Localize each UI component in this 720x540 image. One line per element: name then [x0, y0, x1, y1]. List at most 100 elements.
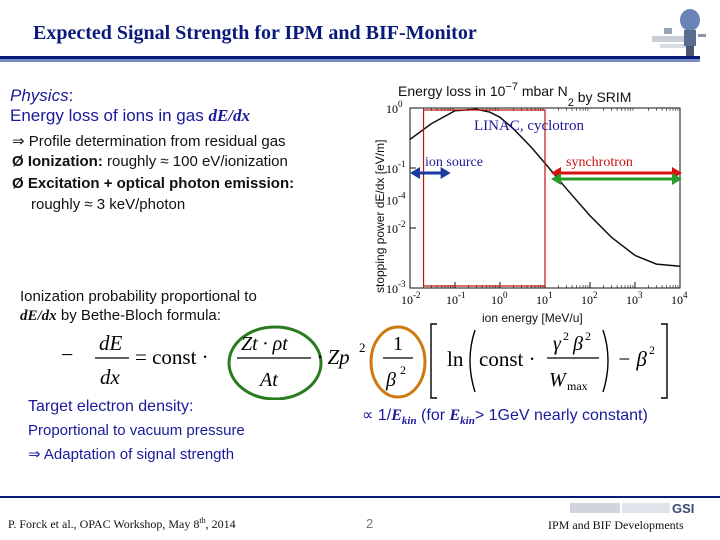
linac-label: LINAC, cyclotron — [474, 118, 584, 134]
formula-gamma: γ — [553, 333, 562, 355]
ionization-formula: dE/dx — [20, 308, 57, 324]
bullet-bold-text: Ionization: — [27, 153, 103, 170]
x-tick-label: 10-1 — [446, 290, 466, 307]
formula-const: const · — [479, 347, 536, 371]
formula-dE: dE — [99, 331, 123, 355]
formula-dx: dx — [100, 365, 121, 389]
formula-ln: ln — [447, 347, 464, 371]
y-tick-label: 10-3 — [386, 279, 406, 296]
bullet-bold-text: Excitation + optical photon emission: — [27, 175, 295, 192]
formula-w: W — [549, 369, 568, 391]
x-tick-base: 10 — [626, 293, 638, 307]
bullet-symbol: ⇒ — [12, 133, 25, 150]
proportional-suffix: > 1GeV nearly constant) — [474, 407, 648, 424]
proportional-mid: (for — [416, 407, 450, 424]
footer-divider — [0, 496, 720, 498]
x-tick-label: 102 — [581, 290, 598, 307]
synchrotron-arrow-green-head-left — [551, 173, 561, 185]
linac-region-box — [422, 109, 546, 287]
formula-zt-rho: Zt · ρt — [241, 333, 288, 355]
gsi-logo-text: GSI — [672, 501, 694, 516]
ionization-text: by Bethe-Bloch formula: — [56, 307, 221, 324]
title-divider — [0, 56, 700, 62]
y-tick-base: 10 — [386, 102, 398, 116]
x-tick-label: 100 — [491, 290, 508, 307]
x-tick-base: 10 — [491, 293, 503, 307]
chart-title: Energy loss in 10−7 mbar N2 by SRIM — [398, 81, 631, 109]
x-tick-base: 10 — [401, 293, 413, 307]
ion-source-arrow-head-left — [410, 167, 420, 179]
y-tick-exp: -3 — [398, 279, 406, 289]
energy-loss-formula: dE/dx — [208, 106, 251, 125]
physics-colon: : — [68, 86, 74, 105]
x-tick-label: 104 — [671, 290, 688, 307]
x-tick-base: 10 — [671, 293, 683, 307]
formula-gamma-exponent: 2 — [563, 329, 569, 343]
energy-loss-text: Energy loss of ions in gas — [10, 106, 209, 125]
chart-title-part: by SRIM — [574, 89, 632, 105]
bullet-text: roughly ≈ 100 eV/ionization — [102, 153, 288, 170]
ekin-e: E — [391, 407, 402, 424]
slide-title: Expected Signal Strength for IPM and BIF… — [33, 22, 477, 44]
y-tick-base: 10 — [386, 282, 398, 296]
y-tick-exp: -4 — [398, 190, 406, 200]
y-tick-label: 10-1 — [386, 159, 406, 176]
proportional-symbol: ∝ — [362, 407, 374, 424]
bullet-symbol: Ø — [12, 153, 24, 170]
formula-left-paren — [469, 329, 476, 393]
footer-author-text: P. Forck et al., OPAC Workshop, May 8 — [8, 517, 200, 531]
proportional-prefix: 1/ — [373, 407, 392, 424]
y-tick-exp: 0 — [398, 99, 403, 109]
x-axis-label: ion energy [MeV/u] — [482, 311, 583, 325]
formula-beta: β — [385, 369, 396, 391]
ionization-line2: dE/dx by Bethe-Bloch formula: — [20, 307, 221, 325]
page-number: 2 — [366, 516, 374, 531]
formula-zp-exponent: 2 — [359, 340, 366, 355]
bullet-profile: ⇒ Profile determination from residual ga… — [12, 132, 286, 150]
ekin-e: E — [449, 407, 461, 424]
formula-beta: β — [572, 333, 583, 355]
bullet-ionization: Ø Ionization: roughly ≈ 100 eV/ionizatio… — [12, 153, 288, 170]
formula-right-bracket — [661, 323, 668, 399]
x-tick-exp: 4 — [683, 290, 688, 300]
formula-minus: − — [61, 342, 73, 367]
formula-dot-zp: · Zp — [317, 345, 350, 369]
x-tick-exp: 3 — [638, 290, 643, 300]
physics-label: Physics — [10, 86, 69, 105]
ion-source-arrow-head-right — [440, 167, 451, 179]
gsi-corner-logo-icon — [652, 9, 706, 56]
bullet-text: Profile determination from residual gas — [28, 133, 286, 150]
x-tick-label: 10-2 — [401, 290, 421, 307]
y-tick-base: 10 — [386, 162, 398, 176]
x-tick-base: 10 — [446, 293, 458, 307]
chart-title-part: mbar N — [518, 83, 568, 99]
synchrotron-arrow-green-head-right — [672, 173, 682, 185]
formula-one: 1 — [393, 333, 403, 355]
synchrotron-label: synchrotron — [566, 155, 633, 170]
formula-beta-exponent: 2 — [649, 343, 655, 357]
target-density-heading: Target electron density: — [28, 398, 194, 415]
bethe-bloch-formula: − dE dx = const · Zt · ρt At · Zp 2 · 1 … — [61, 323, 668, 400]
y-tick-base: 10 — [386, 193, 398, 207]
footer-author-year: , 2014 — [205, 517, 236, 531]
energy-loss-line: Energy loss of ions in gas dE/dx — [10, 106, 250, 126]
x-tick-exp: 2 — [593, 290, 598, 300]
ionization-line1: Ionization probability proportional to — [20, 288, 257, 305]
ekin-sub: kin — [460, 415, 475, 428]
x-tick-exp: -1 — [458, 290, 466, 300]
y-tick-label: 10-2 — [386, 219, 406, 236]
x-tick-label: 101 — [536, 290, 553, 307]
y-tick-base: 10 — [386, 222, 398, 236]
formula-minus-beta: − β — [617, 347, 647, 371]
formula-at: At — [258, 369, 278, 391]
physics-heading: Physics: — [10, 86, 73, 106]
target-density-circle — [227, 325, 323, 400]
formula-equals-const: = const · — [135, 345, 209, 369]
target-density-line2: Proportional to vacuum pressure — [28, 422, 245, 439]
x-tick-label: 103 — [626, 290, 643, 307]
formula-right-paren — [602, 329, 609, 393]
x-tick-exp: -2 — [413, 290, 421, 300]
x-tick-exp: 0 — [503, 290, 508, 300]
target-density-line3: ⇒ Adaptation of signal strength — [28, 446, 235, 463]
ekin-sub: kin — [401, 415, 417, 428]
